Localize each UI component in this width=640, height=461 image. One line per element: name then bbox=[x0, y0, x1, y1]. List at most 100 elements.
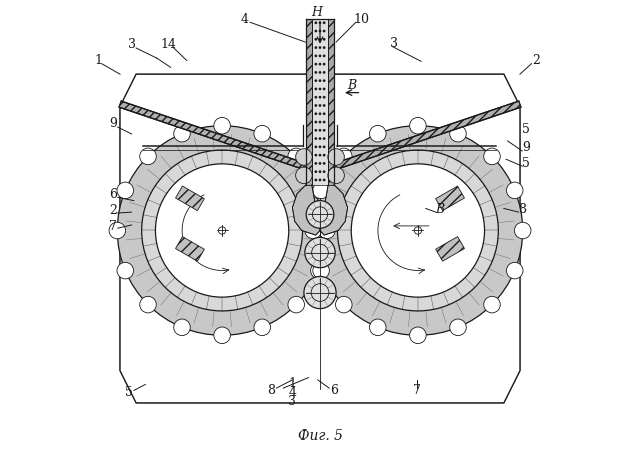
Circle shape bbox=[323, 88, 326, 90]
Circle shape bbox=[323, 79, 326, 82]
Circle shape bbox=[314, 146, 317, 148]
Polygon shape bbox=[120, 74, 520, 403]
Text: 5: 5 bbox=[522, 123, 530, 136]
Polygon shape bbox=[120, 74, 520, 403]
Circle shape bbox=[319, 104, 321, 107]
Circle shape bbox=[484, 296, 500, 313]
Text: B: B bbox=[435, 203, 444, 216]
Circle shape bbox=[117, 126, 327, 335]
Circle shape bbox=[314, 96, 317, 99]
Circle shape bbox=[319, 121, 321, 124]
Circle shape bbox=[319, 79, 321, 82]
Circle shape bbox=[288, 296, 305, 313]
Circle shape bbox=[323, 54, 326, 57]
Circle shape bbox=[335, 296, 352, 313]
Text: 5: 5 bbox=[125, 386, 133, 399]
Circle shape bbox=[328, 167, 344, 183]
Circle shape bbox=[313, 262, 330, 279]
Circle shape bbox=[414, 227, 422, 234]
Circle shape bbox=[369, 125, 386, 142]
Circle shape bbox=[323, 71, 326, 74]
Circle shape bbox=[319, 129, 321, 132]
Circle shape bbox=[319, 112, 321, 115]
Circle shape bbox=[323, 96, 326, 99]
Text: 10: 10 bbox=[353, 12, 369, 25]
Circle shape bbox=[214, 118, 230, 134]
Circle shape bbox=[515, 222, 531, 239]
Circle shape bbox=[450, 125, 467, 142]
Circle shape bbox=[450, 319, 467, 336]
Circle shape bbox=[323, 112, 326, 115]
Polygon shape bbox=[320, 184, 348, 235]
Circle shape bbox=[314, 21, 317, 24]
Circle shape bbox=[214, 327, 230, 343]
Circle shape bbox=[140, 296, 156, 313]
Circle shape bbox=[323, 154, 326, 156]
Text: 1: 1 bbox=[289, 377, 296, 390]
Circle shape bbox=[306, 201, 334, 228]
Circle shape bbox=[314, 170, 317, 173]
Circle shape bbox=[314, 121, 317, 124]
Text: 3: 3 bbox=[390, 37, 397, 50]
Circle shape bbox=[173, 319, 190, 336]
Circle shape bbox=[484, 148, 500, 165]
Circle shape bbox=[323, 129, 326, 132]
Circle shape bbox=[254, 125, 271, 142]
Text: 8: 8 bbox=[267, 384, 275, 397]
Circle shape bbox=[323, 170, 326, 173]
Circle shape bbox=[351, 164, 484, 297]
Circle shape bbox=[323, 104, 326, 107]
Circle shape bbox=[141, 150, 303, 311]
Circle shape bbox=[319, 162, 321, 165]
Circle shape bbox=[410, 327, 426, 343]
Circle shape bbox=[314, 71, 317, 74]
Text: 1: 1 bbox=[95, 54, 102, 67]
Polygon shape bbox=[306, 19, 312, 184]
Circle shape bbox=[319, 170, 321, 173]
Polygon shape bbox=[292, 184, 320, 235]
Text: 7: 7 bbox=[109, 220, 117, 233]
Circle shape bbox=[314, 178, 317, 181]
Circle shape bbox=[319, 137, 321, 140]
Circle shape bbox=[319, 38, 321, 41]
Circle shape bbox=[218, 227, 226, 234]
Circle shape bbox=[323, 46, 326, 49]
Circle shape bbox=[305, 222, 321, 239]
Circle shape bbox=[319, 71, 321, 74]
Circle shape bbox=[314, 137, 317, 140]
Circle shape bbox=[314, 112, 317, 115]
Circle shape bbox=[314, 30, 317, 32]
Text: 2: 2 bbox=[109, 204, 117, 217]
Text: 8: 8 bbox=[518, 203, 526, 216]
Circle shape bbox=[314, 46, 317, 49]
Text: B: B bbox=[347, 79, 356, 92]
Circle shape bbox=[323, 30, 326, 32]
Polygon shape bbox=[328, 19, 334, 184]
Text: Фиг. 5: Фиг. 5 bbox=[298, 429, 342, 443]
Circle shape bbox=[319, 154, 321, 156]
Circle shape bbox=[314, 38, 317, 41]
Circle shape bbox=[314, 79, 317, 82]
Circle shape bbox=[323, 21, 326, 24]
Circle shape bbox=[319, 54, 321, 57]
Polygon shape bbox=[175, 186, 204, 211]
Circle shape bbox=[117, 182, 134, 199]
Circle shape bbox=[319, 30, 321, 32]
Circle shape bbox=[140, 148, 156, 165]
Circle shape bbox=[296, 167, 312, 183]
Circle shape bbox=[319, 222, 335, 239]
Polygon shape bbox=[436, 186, 465, 211]
Circle shape bbox=[506, 262, 523, 279]
Circle shape bbox=[313, 126, 523, 335]
Circle shape bbox=[319, 63, 321, 65]
Circle shape bbox=[305, 237, 335, 268]
Circle shape bbox=[254, 319, 271, 336]
Circle shape bbox=[319, 178, 321, 181]
Text: 6: 6 bbox=[109, 188, 117, 201]
Circle shape bbox=[369, 319, 386, 336]
Circle shape bbox=[410, 118, 426, 134]
Circle shape bbox=[323, 162, 326, 165]
Circle shape bbox=[117, 262, 134, 279]
Circle shape bbox=[314, 162, 317, 165]
Circle shape bbox=[310, 262, 327, 279]
